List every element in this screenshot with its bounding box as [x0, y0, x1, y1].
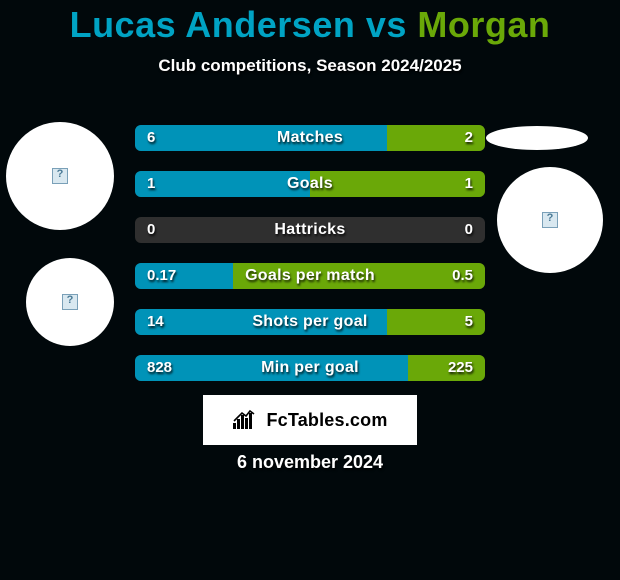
player1-avatar-small — [26, 258, 114, 346]
comparison-title: Lucas Andersen vs Morgan — [0, 0, 620, 46]
stat-value-player1: 1 — [147, 171, 155, 197]
stat-value-player2: 0 — [465, 217, 473, 243]
stat-value-player2: 5 — [465, 309, 473, 335]
stat-label: Goals per match — [135, 263, 485, 289]
stat-row: Min per goal828 225 — [135, 355, 485, 381]
brand-text: FcTables.com — [266, 410, 387, 431]
placeholder-icon — [62, 294, 78, 310]
stat-row: Goals per match0.17 0.5 — [135, 263, 485, 289]
stat-row: Matches6 2 — [135, 125, 485, 151]
stat-value-player1: 828 — [147, 355, 172, 381]
stat-value-player1: 14 — [147, 309, 164, 335]
player2-avatar-ellipse — [486, 126, 588, 150]
player2-name: Morgan — [417, 4, 550, 45]
stat-value-player2: 1 — [465, 171, 473, 197]
stat-value-player1: 0.17 — [147, 263, 176, 289]
stat-value-player1: 6 — [147, 125, 155, 151]
stat-value-player2: 0.5 — [452, 263, 473, 289]
stat-row: Goals1 1 — [135, 171, 485, 197]
vs-separator: vs — [366, 4, 407, 45]
player1-name: Lucas Andersen — [70, 4, 356, 45]
date: 6 november 2024 — [0, 452, 620, 473]
stat-value-player2: 225 — [448, 355, 473, 381]
stat-label: Hattricks — [135, 217, 485, 243]
stat-label: Min per goal — [135, 355, 485, 381]
stat-row: Shots per goal14 5 — [135, 309, 485, 335]
placeholder-icon — [52, 168, 68, 184]
brand-box: FcTables.com — [203, 395, 417, 445]
fctables-logo-icon — [232, 409, 260, 431]
placeholder-icon — [542, 212, 558, 228]
stat-value-player2: 2 — [465, 125, 473, 151]
stat-bars: Matches6 2 Goals1 1 Hattricks0 0 Goals per mat… — [135, 125, 485, 401]
subtitle: Club competitions, Season 2024/2025 — [0, 56, 620, 76]
stat-label: Matches — [135, 125, 485, 151]
stat-value-player1: 0 — [147, 217, 155, 243]
stat-label: Goals — [135, 171, 485, 197]
player1-avatar-large — [6, 122, 114, 230]
player2-avatar-large — [497, 167, 603, 273]
stat-label: Shots per goal — [135, 309, 485, 335]
stat-row: Hattricks0 0 — [135, 217, 485, 243]
